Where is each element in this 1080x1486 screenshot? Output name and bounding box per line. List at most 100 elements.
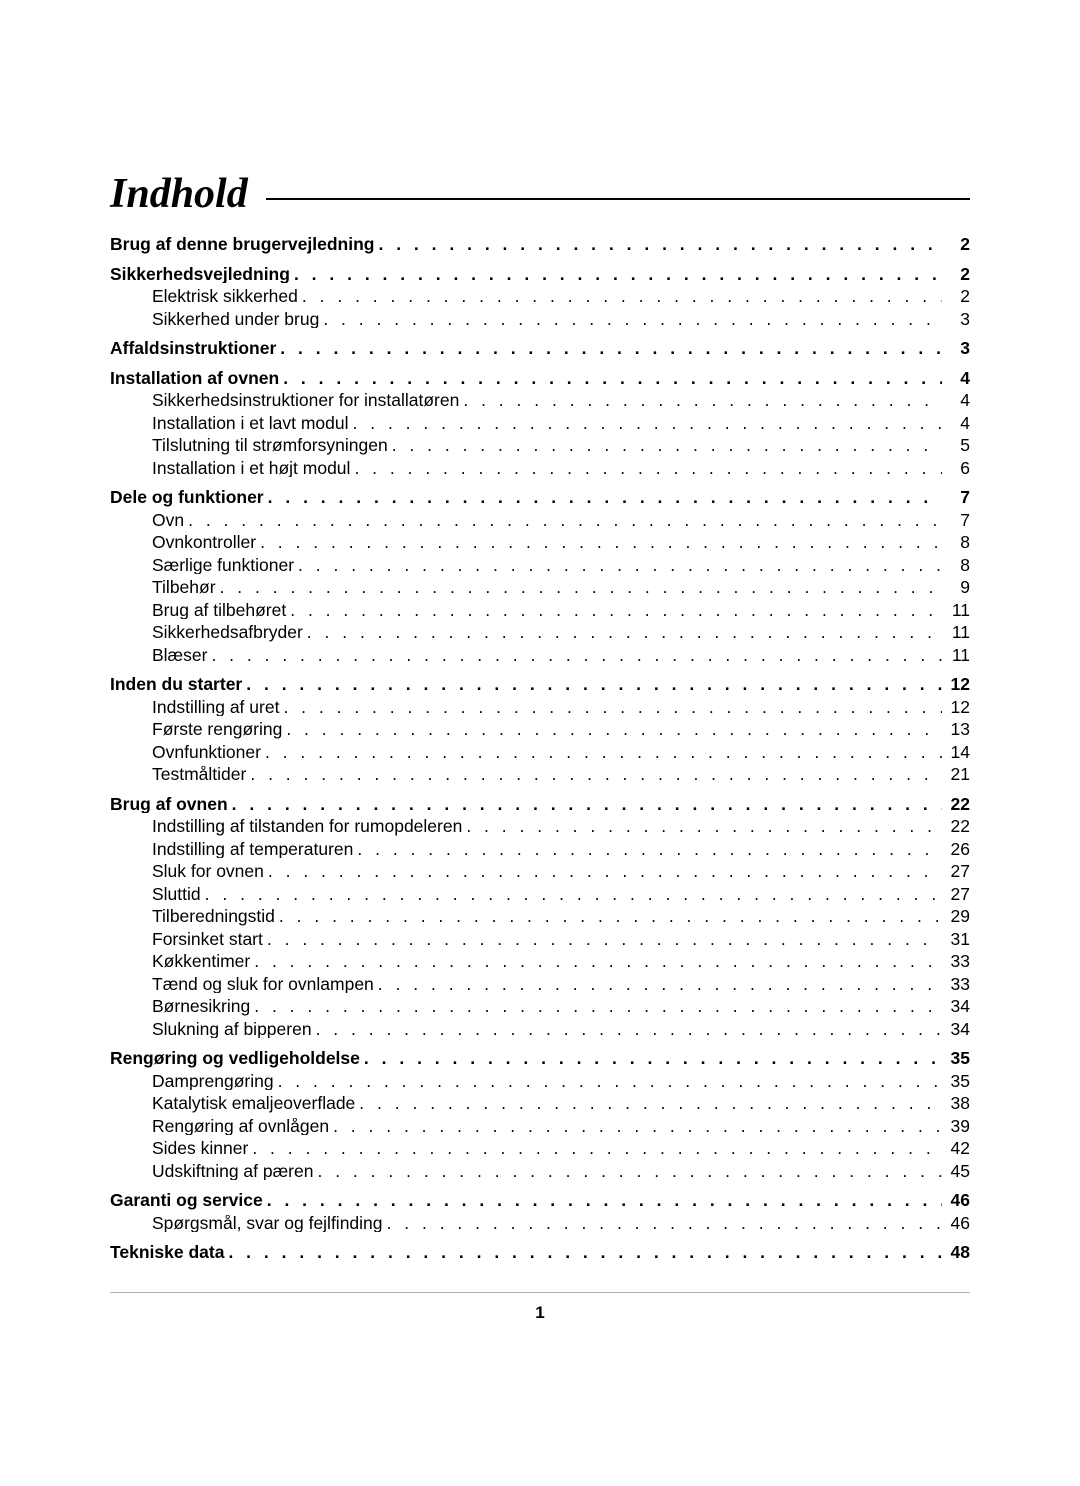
toc-page-number: 48 xyxy=(942,1244,970,1262)
toc-entry-level-1: Blæser11 xyxy=(110,647,970,665)
toc-leader-dots xyxy=(286,602,942,620)
toc-page-number: 8 xyxy=(942,557,970,575)
toc-page-number: 4 xyxy=(942,370,970,388)
toc-entry-level-1: Sikkerhedsafbryder11 xyxy=(110,624,970,642)
toc-page-number: 22 xyxy=(942,818,970,836)
toc-entry-level-0: Installation af ovnen4 xyxy=(110,370,970,388)
toc-section: Rengøring og vedligeholdelse35 Damprengør… xyxy=(110,1050,970,1180)
toc-leader-dots xyxy=(263,1192,942,1210)
toc-leader-dots xyxy=(242,676,942,694)
toc-label: Sikkerhedsinstruktioner for installatøre… xyxy=(152,392,459,410)
toc-page-number: 22 xyxy=(942,796,970,814)
toc-label: Indstilling af temperaturen xyxy=(152,841,353,859)
toc-entry-level-1: Ovnfunktioner 14 xyxy=(110,744,970,762)
toc-label: Ovnfunktioner xyxy=(152,744,261,762)
toc-entry-level-1: Elektrisk sikkerhed2 xyxy=(110,288,970,306)
toc-leader-dots xyxy=(360,1050,942,1068)
toc-page-number: 39 xyxy=(942,1118,970,1136)
toc-leader-dots xyxy=(250,998,942,1016)
toc-page-number: 14 xyxy=(942,744,970,762)
toc-leader-dots xyxy=(201,886,942,904)
toc-page-number: 21 xyxy=(942,766,970,784)
toc-entry-level-1: Tænd og sluk for ovnlampen33 xyxy=(110,976,970,994)
toc-label: Tekniske data xyxy=(110,1244,224,1262)
toc-entry-level-1: Damprengøring35 xyxy=(110,1073,970,1091)
toc-page-number: 4 xyxy=(942,415,970,433)
toc-entry-level-1: Katalytisk emaljeoverflade 38 xyxy=(110,1095,970,1113)
toc-label: Blæser xyxy=(152,647,207,665)
toc-entry-level-1: Sides kinner42 xyxy=(110,1140,970,1158)
toc-label: Tilbehør xyxy=(152,579,216,597)
toc-entry-level-1: Testmåltider 21 xyxy=(110,766,970,784)
toc-leader-dots xyxy=(264,863,942,881)
toc-entry-level-1: Ovnkontroller8 xyxy=(110,534,970,552)
toc-entry-level-1: Særlige funktioner8 xyxy=(110,557,970,575)
toc-leader-dots xyxy=(264,489,942,507)
toc-leader-dots xyxy=(184,512,942,530)
toc-leader-dots xyxy=(350,460,942,478)
toc-entry-level-1: Indstilling af uret12 xyxy=(110,699,970,717)
toc-section: Affaldsinstruktioner3 xyxy=(110,340,970,358)
toc-label: Inden du starter xyxy=(110,676,242,694)
toc-entry-level-0: Rengøring og vedligeholdelse35 xyxy=(110,1050,970,1068)
toc-page-number: 2 xyxy=(942,266,970,284)
toc-page-number: 6 xyxy=(942,460,970,478)
toc-leader-dots xyxy=(246,766,942,784)
toc-leader-dots xyxy=(353,841,942,859)
toc-label: Sikkerhedsafbryder xyxy=(152,624,303,642)
toc-page-number: 42 xyxy=(942,1140,970,1158)
toc-page-number: 34 xyxy=(942,998,970,1016)
toc-leader-dots xyxy=(462,818,942,836)
toc-section: Garanti og service 46 Spørgsmål, svar og f… xyxy=(110,1192,970,1232)
toc-entry-level-1: Sluttid27 xyxy=(110,886,970,904)
toc-leader-dots xyxy=(207,647,942,665)
toc-page-number: 12 xyxy=(942,699,970,717)
toc-page-number: 9 xyxy=(942,579,970,597)
toc-label: Første rengøring xyxy=(152,721,282,739)
toc-leader-dots xyxy=(248,1140,942,1158)
toc-label: Katalytisk emaljeoverflade xyxy=(152,1095,355,1113)
toc-entry-level-0: Brug af ovnen 22 xyxy=(110,796,970,814)
toc-entry-level-0: Tekniske data 48 xyxy=(110,1244,970,1262)
toc-entry-level-1: Spørgsmål, svar og fejlfinding46 xyxy=(110,1215,970,1233)
toc-entry-level-0: Dele og funktioner7 xyxy=(110,489,970,507)
toc-leader-dots xyxy=(374,236,942,254)
toc-entry-level-1: Tilslutning til strømforsyningen5 xyxy=(110,437,970,455)
toc-page-number: 5 xyxy=(942,437,970,455)
toc-leader-dots xyxy=(216,579,942,597)
toc-page-number: 38 xyxy=(942,1095,970,1113)
toc-entry-level-1: Installation i et højt modul6 xyxy=(110,460,970,478)
page-title: Indhold xyxy=(110,170,266,218)
toc-entry-level-1: Sikkerhedsinstruktioner for installatøre… xyxy=(110,392,970,410)
toc-entry-level-0: Brug af denne brugervejledning2 xyxy=(110,236,970,254)
toc-label: Sikkerhed under brug xyxy=(152,311,319,329)
toc-label: Brug af ovnen xyxy=(110,796,228,814)
toc-section: Brug af denne brugervejledning2 xyxy=(110,236,970,254)
toc-label: Rengøring af ovnlågen xyxy=(152,1118,329,1136)
toc-page-number: 33 xyxy=(942,976,970,994)
toc-page-number: 46 xyxy=(942,1192,970,1210)
toc-label: Garanti og service xyxy=(110,1192,263,1210)
toc-page-number: 12 xyxy=(942,676,970,694)
toc-label: Testmåltider xyxy=(152,766,246,784)
toc-leader-dots xyxy=(250,953,942,971)
toc-leader-dots xyxy=(298,288,942,306)
toc-leader-dots xyxy=(319,311,942,329)
toc-leader-dots xyxy=(388,437,942,455)
toc-section: Installation af ovnen4 Sikkerhedsinstrukt… xyxy=(110,370,970,478)
title-row: Indhold xyxy=(110,170,970,218)
toc-page-number: 2 xyxy=(942,288,970,306)
toc-leader-dots xyxy=(274,1073,942,1091)
toc-entry-level-1: Tilbehør 9 xyxy=(110,579,970,597)
toc-leader-dots xyxy=(459,392,942,410)
toc-entry-level-1: Tilberedningstid29 xyxy=(110,908,970,926)
toc-page-number: 29 xyxy=(942,908,970,926)
toc-label: Brug af denne brugervejledning xyxy=(110,236,374,254)
toc-page-number: 7 xyxy=(942,512,970,530)
toc-page-number: 27 xyxy=(942,863,970,881)
toc-page-number: 33 xyxy=(942,953,970,971)
toc-leader-dots xyxy=(261,744,942,762)
toc-label: Sikkerhedsvejledning xyxy=(110,266,290,284)
toc-entry-level-1: Sluk for ovnen27 xyxy=(110,863,970,881)
toc-page-number: 26 xyxy=(942,841,970,859)
